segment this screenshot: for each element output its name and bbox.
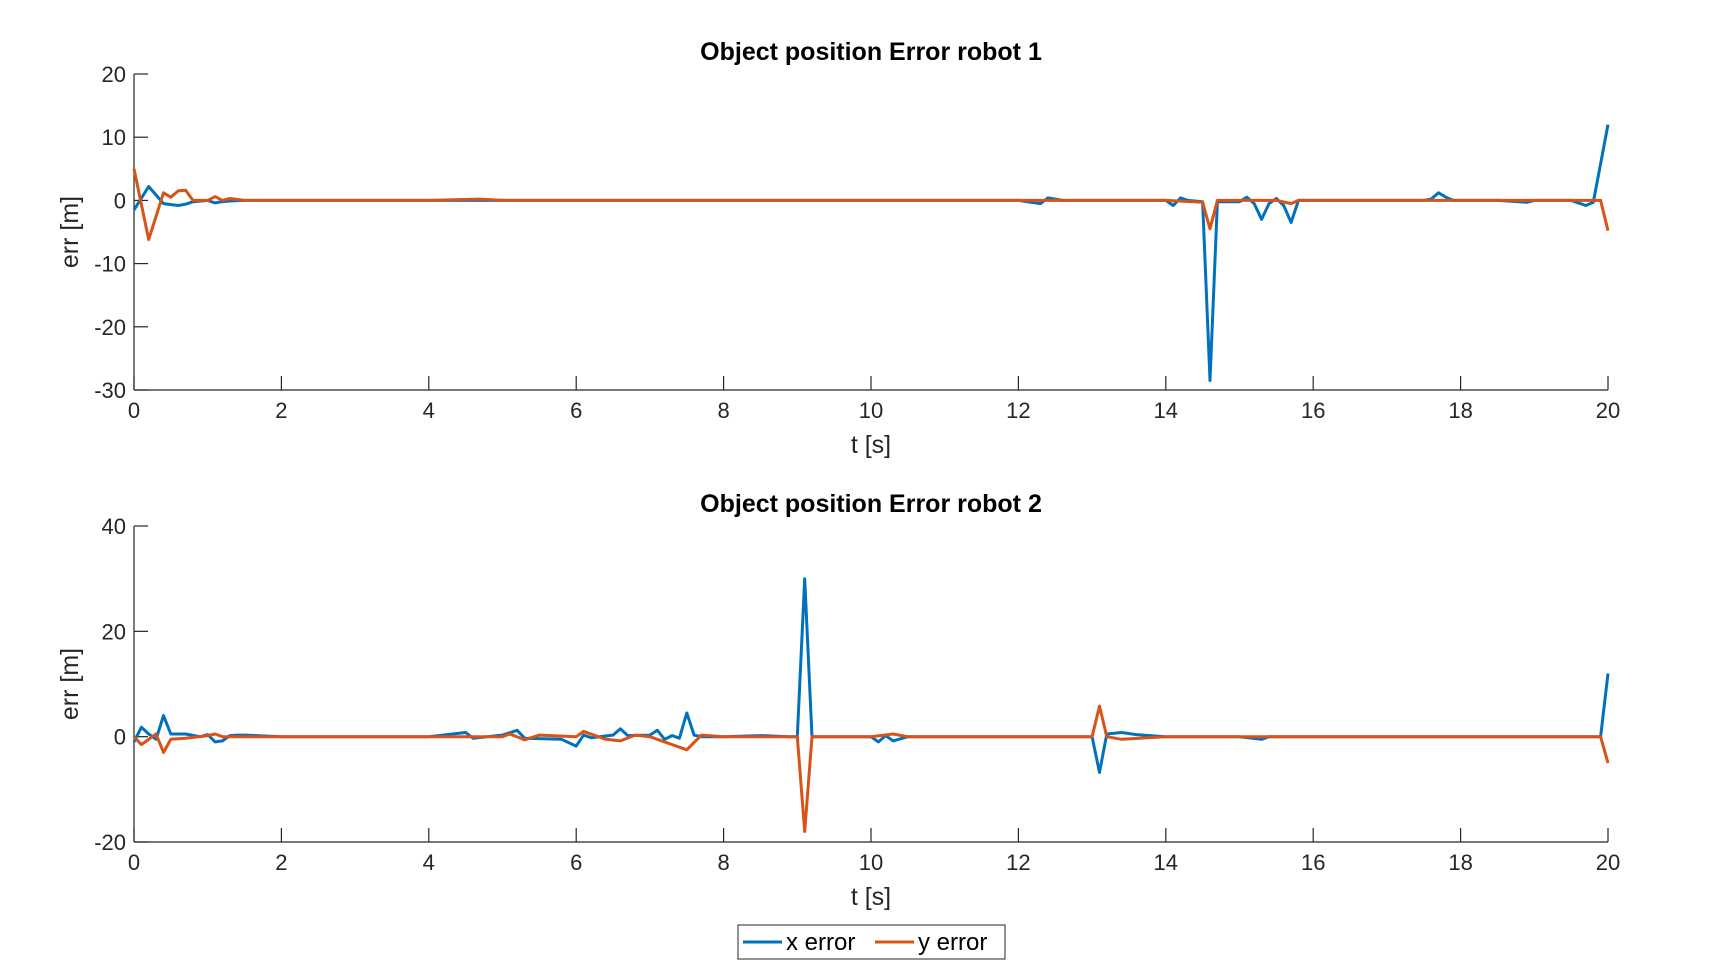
chart-2-title: Object position Error robot 2 <box>700 490 1042 518</box>
chart-1-x-tick-label: 0 <box>128 398 140 423</box>
chart-1-y-tick-label: -30 <box>94 378 126 403</box>
chart-1-y-tick-label: 0 <box>114 188 126 213</box>
chart-1-x-tick-label: 20 <box>1596 398 1620 423</box>
chart-1-x-tick-label: 4 <box>423 398 435 423</box>
chart-2-x-tick-label: 18 <box>1448 850 1472 875</box>
chart-1-series-y-error <box>132 168 1610 242</box>
chart-1-x-tick-label: 12 <box>1006 398 1030 423</box>
chart-2-y-tick-label: 0 <box>114 725 126 750</box>
chart-1-x-tick-label: 10 <box>859 398 883 423</box>
legend-label-x-error: x error <box>786 929 855 956</box>
chart-2-y-tick-label: 40 <box>102 514 126 539</box>
chart-robot-1: Object position Error robot 1 0 2 4 6 8 10 12 1… <box>56 38 1620 459</box>
chart-2-x-tick-label: 2 <box>275 850 287 875</box>
chart-2-ylabel: err [m] <box>56 648 84 720</box>
chart-2-x-tick-label: 8 <box>717 850 729 875</box>
chart-1-x-tick-label: 8 <box>717 398 729 423</box>
chart-1-y-tick-label: -20 <box>94 315 126 340</box>
chart-2-x-tick-label: 10 <box>859 850 883 875</box>
chart-robot-2: Object position Error robot 2 0 2 4 6 8 10 12 1… <box>56 490 1620 911</box>
chart-2-series-y-error <box>132 704 1610 833</box>
legend-label-y-error: y error <box>918 929 987 956</box>
chart-2-y-tick-label: -20 <box>94 830 126 855</box>
legend-box <box>737 924 1006 960</box>
chart-1-ylabel: err [m] <box>56 196 84 268</box>
chart-1-x-tick-label: 6 <box>570 398 582 423</box>
chart-1-y-tick-label: -10 <box>94 252 126 277</box>
chart-1-x-tick-label: 16 <box>1301 398 1325 423</box>
legend: x error y error <box>737 924 1006 960</box>
chart-2-x-tick-label: 4 <box>423 850 435 875</box>
chart-1-x-tick-label: 18 <box>1448 398 1472 423</box>
chart-1-x-tick-label: 2 <box>275 398 287 423</box>
chart-2-x-tick-label: 12 <box>1006 850 1030 875</box>
chart-2-x-tick-label: 14 <box>1154 850 1178 875</box>
chart-1-title: Object position Error robot 1 <box>700 38 1042 66</box>
chart-2-x-tick-label: 20 <box>1596 850 1620 875</box>
chart-1-y-tick-label: 20 <box>102 62 126 87</box>
chart-2-x-tick-label: 16 <box>1301 850 1325 875</box>
chart-1-x-tick-label: 14 <box>1154 398 1178 423</box>
chart-2-y-tick-label: 20 <box>102 619 126 644</box>
chart-2-xlabel: t [s] <box>851 883 891 911</box>
chart-1-y-tick-label: 10 <box>102 125 126 150</box>
chart-2-x-tick-label: 0 <box>128 850 140 875</box>
chart-2-x-tick-label: 6 <box>570 850 582 875</box>
chart-1-xlabel: t [s] <box>851 431 891 459</box>
